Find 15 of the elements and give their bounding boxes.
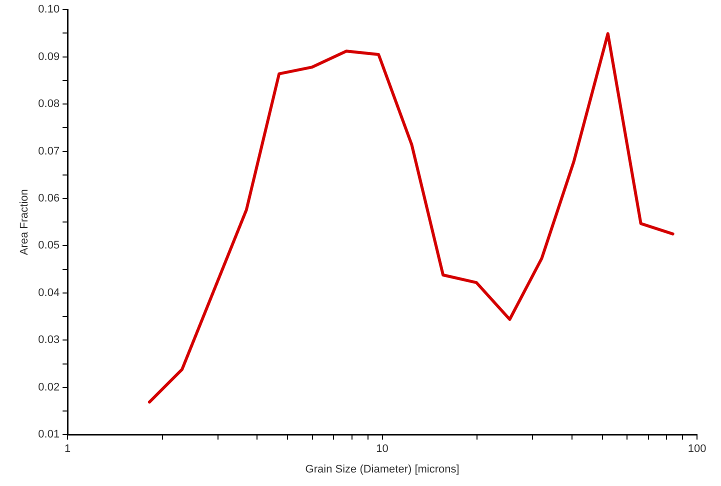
y-tick-label: 0.06 [38,192,60,205]
y-tick-label: 0.02 [38,381,60,394]
y-tick-label: 0.03 [38,334,60,346]
x-tick-label: 100 [688,443,706,456]
y-tick-label: 0.09 [38,50,60,63]
x-tick-label: 1 [64,443,71,456]
y-tick-label: 0.10 [38,4,60,16]
y-tick-label: 0.04 [38,286,60,299]
y-tick-label: 0.05 [38,240,60,252]
x-tick-label: 10 [376,443,388,456]
y-tick-label: 0.07 [38,145,60,158]
x-axis-title: Grain Size (Diameter) [microns] [305,463,460,476]
y-axis-title: Area Fraction [18,189,31,256]
y-tick-label: 0.08 [38,98,60,110]
y-tick-label: 0.01 [38,428,60,441]
